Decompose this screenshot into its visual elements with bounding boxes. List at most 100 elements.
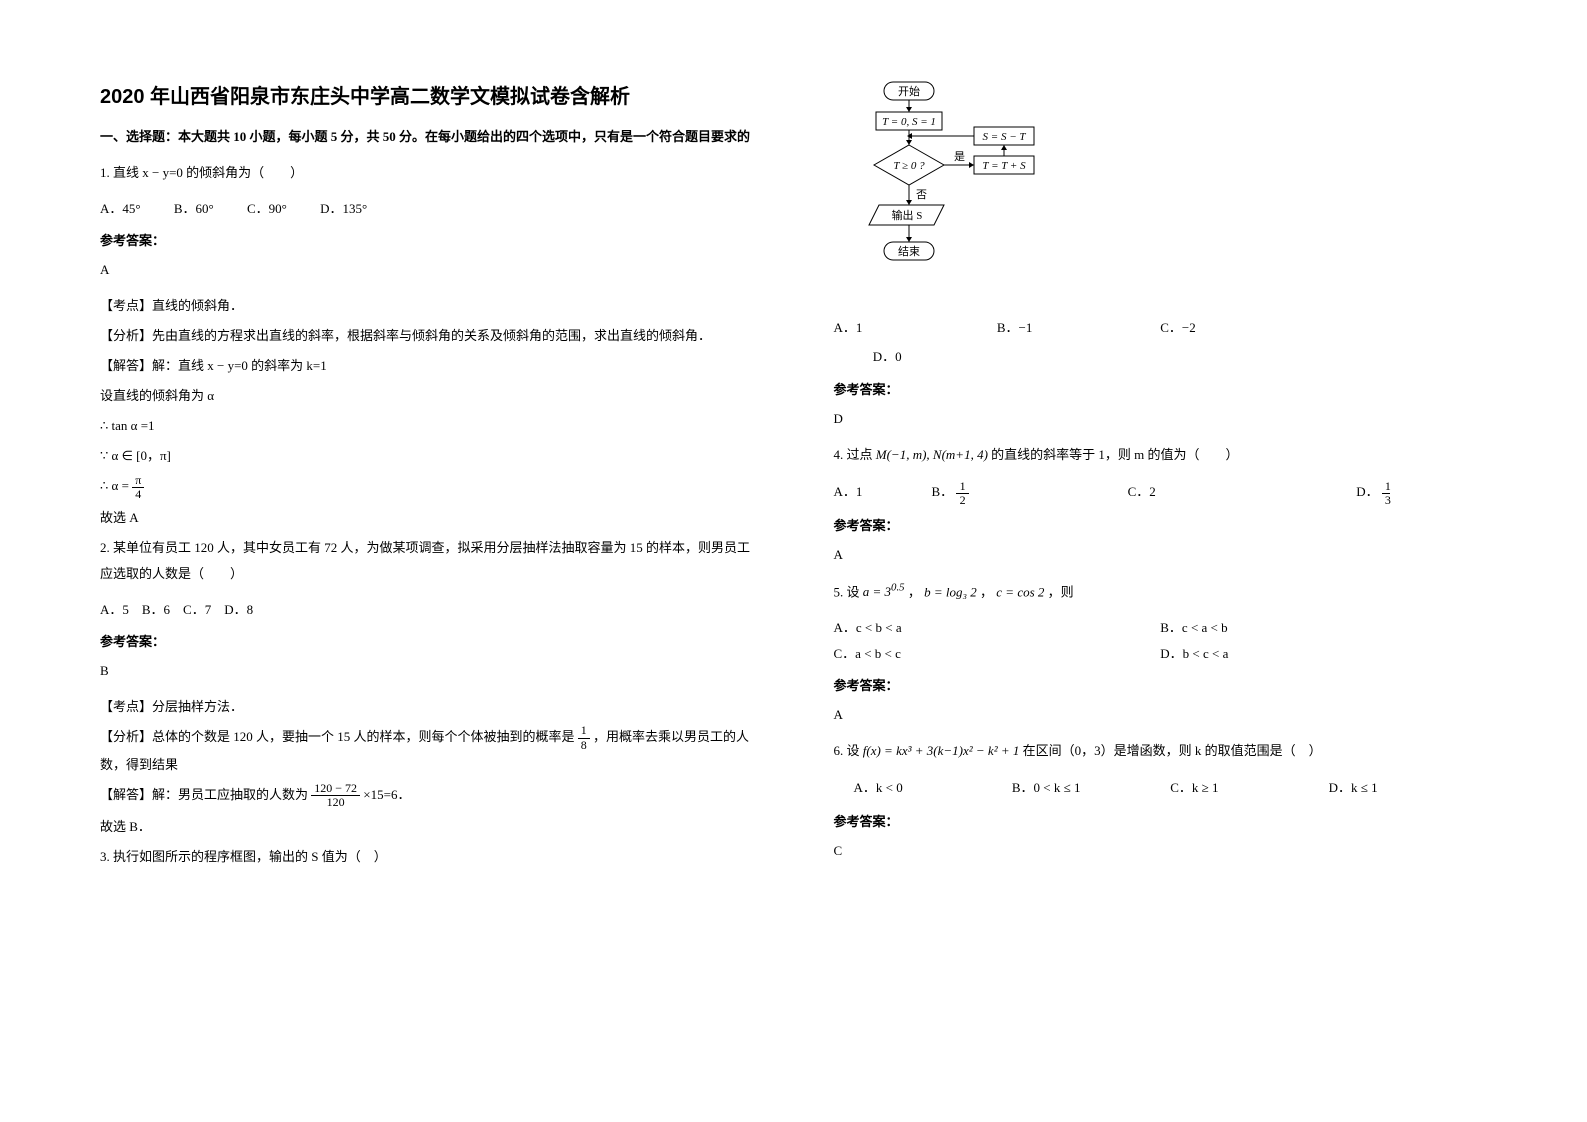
q6-optB: B．0 < k ≤ 1 bbox=[1012, 774, 1170, 803]
q2-p4: 故选 B． bbox=[100, 814, 754, 840]
q2-answer-label: 参考答案： bbox=[100, 631, 754, 650]
arrow-head-icon bbox=[906, 200, 912, 205]
q6-fx: f(x) = kx³ + 3(k−1)x² − k² + 1 bbox=[863, 743, 1020, 758]
q6-answer: C bbox=[834, 838, 1488, 864]
q2-p3-num: 120 − 72 bbox=[311, 782, 360, 796]
q5-answer-label: 参考答案： bbox=[834, 675, 1488, 694]
flow-end-text: 结束 bbox=[898, 245, 920, 258]
q2-p1: 【考点】分层抽样方法． bbox=[100, 694, 754, 720]
q4-optB-frac: 1 2 bbox=[956, 480, 1005, 507]
q2-stem: 2. 某单位有员工 120 人，其中女员工有 72 人，为做某项调查，拟采用分层… bbox=[100, 535, 754, 587]
q5-answer: A bbox=[834, 702, 1488, 728]
q1-p1: 【考点】直线的倾斜角． bbox=[100, 293, 754, 319]
arrow-head-icon bbox=[906, 107, 912, 112]
q5-mid2: ， bbox=[980, 584, 993, 599]
q6-optD: D．k ≤ 1 bbox=[1329, 774, 1487, 803]
flowchart-svg: 开始 T = 0, S = 1 T ≥ 0 ? 是 T = T + S S = … bbox=[854, 80, 1054, 290]
q1-optB: B．60° bbox=[174, 196, 214, 222]
q1-options: A．45° B．60° C．90° D．135° bbox=[100, 196, 754, 222]
q4-optA: A．1 bbox=[834, 478, 932, 507]
q4-optB-prefix: B． bbox=[932, 484, 954, 499]
q3-stem-text: 3. 执行如图所示的程序框图，输出的 S 值为（ ） bbox=[100, 849, 387, 864]
q1-p3: 【解答】解：直线 x − y=0 的斜率为 k=1 bbox=[100, 353, 754, 379]
q3-flowchart: 开始 T = 0, S = 1 T ≥ 0 ? 是 T = T + S S = … bbox=[854, 80, 1488, 294]
q2-p3-suffix: ×15=6． bbox=[363, 787, 410, 802]
q5-optB: B．c < a < b bbox=[1160, 615, 1487, 641]
q1-p5: ∴ tan α =1 bbox=[100, 413, 754, 439]
flow-upd1-text: S = S − T bbox=[982, 131, 1026, 143]
q5-options: A．c < b < a B．c < a < b C．a < b < c D．b … bbox=[834, 615, 1488, 667]
q1-optD: D．135° bbox=[320, 196, 367, 222]
q2-p2-prefix: 【分析】总体的个数是 120 人，要抽一个 15 人的样本，则每个个体被抽到的概… bbox=[100, 729, 575, 744]
q2-p3-frac: 120 − 72 120 bbox=[311, 782, 360, 809]
q2-p3-den: 120 bbox=[311, 796, 360, 809]
q3-optD: D．0 bbox=[834, 343, 1488, 372]
q1-optC: C．90° bbox=[247, 196, 287, 222]
q4-stem-prefix: 4. 过点 bbox=[834, 447, 876, 462]
q4-stem: 4. 过点 M(−1, m), N(m+1, 4) 的直线的斜率等于 1，则 m… bbox=[834, 442, 1488, 468]
arrow-head-icon bbox=[969, 162, 974, 168]
q3-options: A．1 B．−1 C．−2 D．0 bbox=[834, 314, 1488, 371]
q1-p7-prefix: ∴ bbox=[100, 478, 108, 493]
q6-optA: A．k < 0 bbox=[854, 774, 1012, 803]
q1-stem: 1. 直线 x − y=0 的倾斜角为（ ） bbox=[100, 160, 754, 186]
q1-p7-frac: π 4 bbox=[132, 474, 144, 501]
q5-stem-prefix: 5. 设 bbox=[834, 584, 863, 599]
page-title: 2020 年山西省阳泉市东庄头中学高二数学文模拟试卷含解析 bbox=[100, 80, 754, 109]
q5-mid1: ， bbox=[908, 584, 921, 599]
q3-answer: D bbox=[834, 406, 1488, 432]
q5-a-sup: 0.5 bbox=[891, 582, 905, 594]
q2-p2-num: 1 bbox=[578, 724, 590, 738]
q1-p7-num: π bbox=[132, 474, 144, 488]
q4-optD: D． 1 3 bbox=[1356, 478, 1487, 507]
q5-optA: A．c < b < a bbox=[834, 615, 1161, 641]
q1-p4: 设直线的倾斜角为 α bbox=[100, 383, 754, 409]
q3-answer-label: 参考答案： bbox=[834, 379, 1488, 398]
q1-p6: ∵ α ∈ [0，π] bbox=[100, 443, 754, 469]
section-heading: 一、选择题：本大题共 10 小题，每小题 5 分，共 50 分。在每小题给出的四… bbox=[100, 125, 754, 148]
q2-p2-frac: 1 8 bbox=[578, 724, 590, 751]
q6-stem-prefix: 6. 设 bbox=[834, 743, 863, 758]
q1-p2: 【分析】先由直线的方程求出直线的斜率，根据斜率与倾斜角的关系及倾斜角的范围，求出… bbox=[100, 323, 754, 349]
q1-p7-den: 4 bbox=[132, 488, 144, 501]
flow-upd2-text: T = T + S bbox=[982, 160, 1026, 172]
q1-optA: A．45° bbox=[100, 196, 141, 222]
q4-optC: C．2 bbox=[1128, 478, 1357, 507]
arrow-head-icon bbox=[906, 237, 912, 242]
flow-init-text: T = 0, S = 1 bbox=[882, 116, 936, 128]
flow-start-text: 开始 bbox=[898, 84, 920, 98]
q1-answer: A bbox=[100, 257, 754, 283]
q3-optA: A．1 bbox=[834, 314, 997, 343]
q1-answer-label: 参考答案： bbox=[100, 230, 754, 249]
q5-c: c = cos 2 bbox=[996, 584, 1044, 599]
q5-stem: 5. 设 a = 30.5 ， b = log₃ 2 ， c = cos 2 ，… bbox=[834, 578, 1488, 605]
q2-options: A．5 B．6 C．7 D．8 bbox=[100, 597, 754, 623]
q2-p3: 【解答】解：男员工应抽取的人数为 120 − 72 120 ×15=6． bbox=[100, 782, 754, 810]
flow-no-label: 否 bbox=[916, 189, 927, 201]
q3-optB: B．−1 bbox=[997, 314, 1160, 343]
q1-p7-alpha: α = bbox=[112, 478, 129, 493]
q5-a-base: a = 3 bbox=[863, 584, 891, 599]
q4-optD-den: 3 bbox=[1382, 494, 1390, 507]
flow-out-text: 输出 S bbox=[891, 208, 922, 222]
q3-optC: C．−2 bbox=[1160, 314, 1323, 343]
q4-optB: B． 1 2 bbox=[932, 478, 1128, 507]
q1-p7: ∴ α = π 4 bbox=[100, 473, 754, 501]
q2-p2-den: 8 bbox=[578, 739, 590, 752]
q4-optD-frac: 1 3 bbox=[1382, 480, 1415, 507]
q1-p8: 故选 A bbox=[100, 505, 754, 531]
flow-yes-label: 是 bbox=[954, 150, 965, 163]
q5-stem-suffix: ，则 bbox=[1048, 584, 1074, 599]
arrow-head-icon bbox=[1001, 145, 1007, 150]
q4-optD-num: 1 bbox=[1382, 480, 1390, 494]
q6-stem: 6. 设 f(x) = kx³ + 3(k−1)x² − k² + 1 在区间（… bbox=[834, 738, 1488, 764]
q2-p3-prefix: 【解答】解：男员工应抽取的人数为 bbox=[100, 787, 308, 802]
q4-stem-suffix: 的直线的斜率等于 1，则 m 的值为（ ） bbox=[991, 447, 1238, 462]
q5-b: b = log₃ 2 bbox=[924, 584, 977, 599]
q5-optD: D．b < c < a bbox=[1160, 641, 1487, 667]
q4-optB-num: 1 bbox=[956, 480, 968, 494]
q6-optC: C．k ≥ 1 bbox=[1170, 774, 1328, 803]
flow-cond-text: T ≥ 0 ? bbox=[893, 160, 925, 172]
q4-optB-den: 2 bbox=[956, 494, 968, 507]
q5-a: a = 30.5 bbox=[863, 584, 905, 599]
